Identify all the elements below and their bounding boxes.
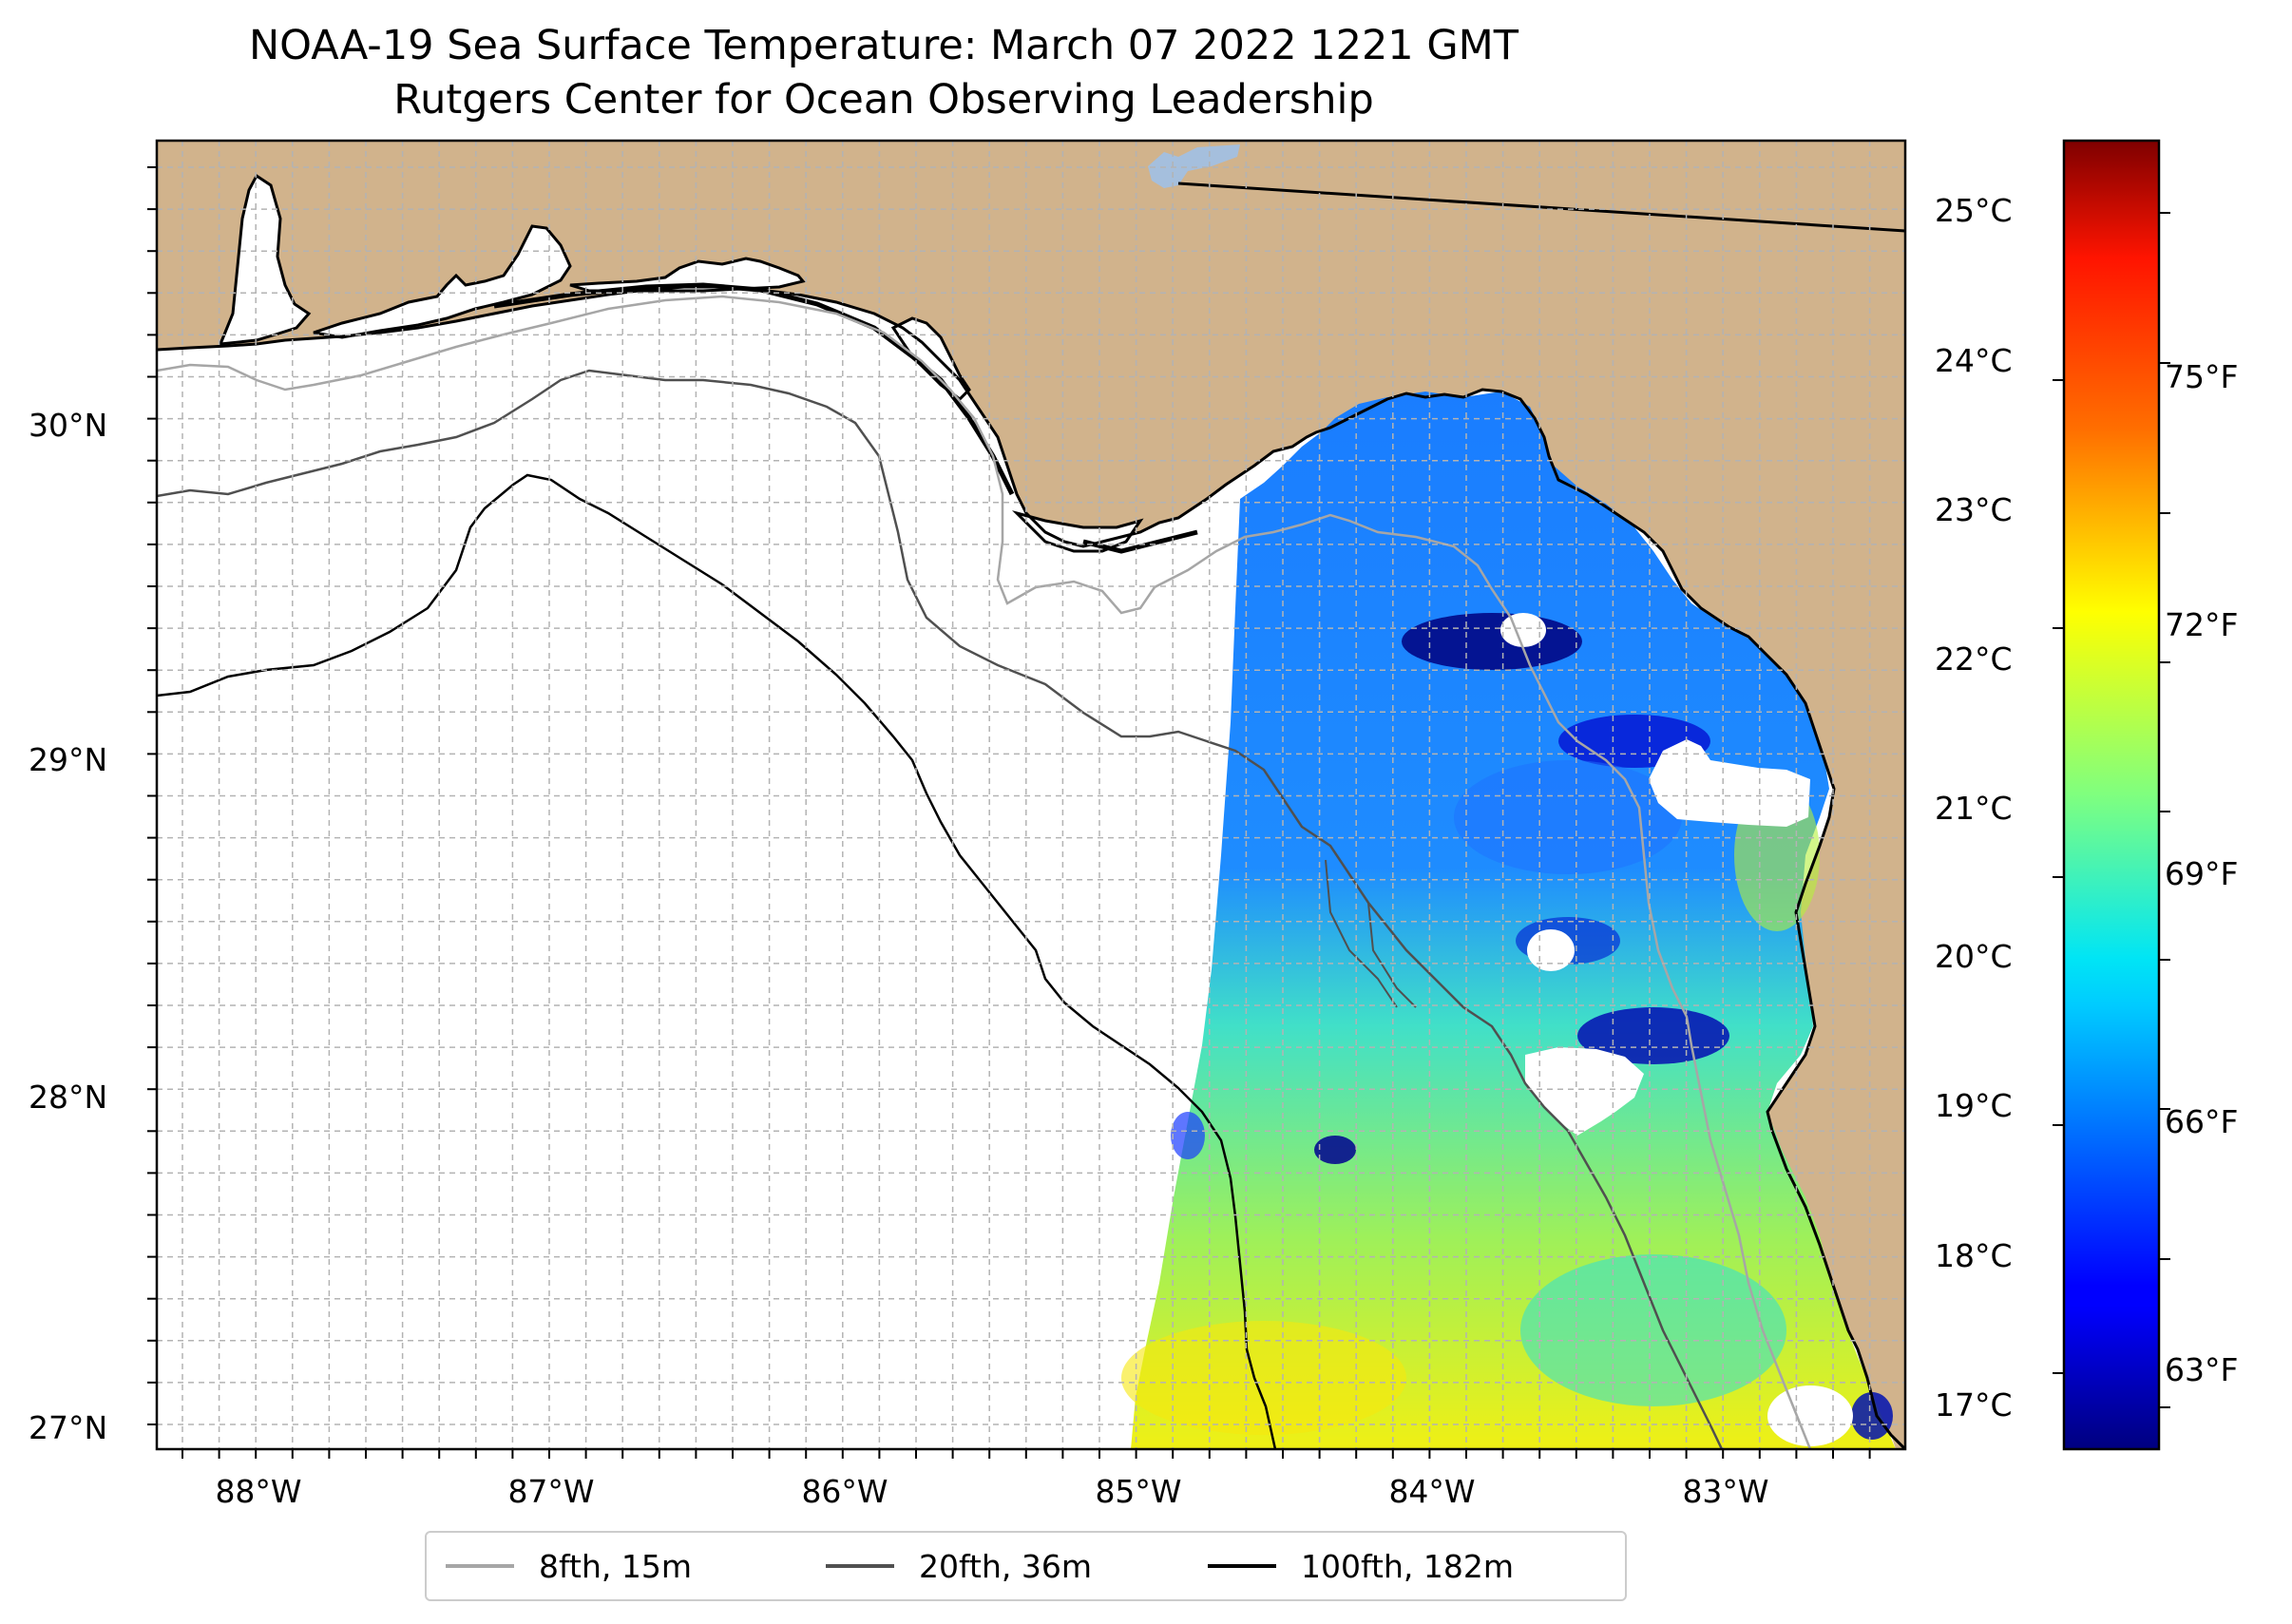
lat-label-28n: 28°N <box>29 1079 108 1116</box>
colorbar-label-22c: 22°C <box>1935 640 2013 678</box>
colorbar <box>2062 139 2161 1451</box>
colorbar-label-24c: 24°C <box>1935 342 2013 379</box>
colorbar-label-18c: 18°C <box>1935 1237 2013 1274</box>
apalachicola-bay <box>1011 510 1144 553</box>
colorbar-label-69f: 69°F <box>2165 855 2239 892</box>
colorbar-label-19c: 19°C <box>1935 1087 2013 1124</box>
land-area <box>157 141 1905 1449</box>
cold-patch <box>1171 1112 1205 1159</box>
colorbar-label-21c: 21°C <box>1935 790 2013 827</box>
legend-label-100fth: 100fth, 182m <box>1301 1547 1514 1585</box>
colorbar-ticks <box>2053 212 2170 1408</box>
pensacola-bay <box>313 224 572 339</box>
legend-item-8fth: 8fth, 15m <box>446 1533 692 1599</box>
isobath-20fth <box>157 369 1724 1449</box>
legend-line-20fth <box>826 1564 894 1568</box>
lon-label-87w: 87°W <box>507 1473 595 1510</box>
cool-area <box>1520 1254 1786 1406</box>
isobath-100fth <box>157 473 1277 1449</box>
legend-line-8fth <box>446 1564 514 1568</box>
sst-swath <box>1131 392 1896 1449</box>
cool-area <box>1454 760 1682 874</box>
barrier-islands <box>493 282 1198 554</box>
lon-label-84w: 84°W <box>1388 1473 1476 1510</box>
legend-item-100fth: 100fth, 182m <box>1208 1533 1514 1599</box>
colorbar-label-75f: 75°F <box>2165 358 2239 395</box>
warm-area <box>1121 1321 1406 1435</box>
choctawhatchee-bay <box>569 257 806 293</box>
legend-label-8fth: 8fth, 15m <box>539 1547 693 1585</box>
colorbar-label-20c: 20°C <box>1935 938 2013 975</box>
legend-line-100fth <box>1208 1564 1276 1568</box>
no-data-hole <box>1527 929 1575 971</box>
lat-label-29n: 29°N <box>29 741 108 778</box>
isobath-legend: 8fth, 15m 20fth, 36m 100fth, 182m <box>425 1531 1627 1601</box>
lon-label-83w: 83°W <box>1682 1473 1769 1510</box>
lat-label-27n: 27°N <box>29 1409 108 1446</box>
cold-patch <box>1402 613 1582 670</box>
lon-label-88w: 88°W <box>215 1473 302 1510</box>
lon-label-86w: 86°W <box>801 1473 888 1510</box>
isobath-8fth <box>157 295 1812 1449</box>
cold-patch <box>1851 1392 1893 1440</box>
no-data-hole <box>1525 1047 1644 1136</box>
no-data-hole <box>1767 1385 1853 1446</box>
isobath-20fth-detail <box>1325 859 1417 1008</box>
mobile-bay <box>218 173 312 346</box>
colorbar-label-23c: 23°C <box>1935 491 2013 528</box>
state-border <box>1177 182 1905 233</box>
no-data-hole <box>1500 613 1546 647</box>
map-title-line1: NOAA-19 Sea Surface Temperature: March 0… <box>248 22 1519 69</box>
colorbar-label-66f: 66°F <box>2165 1103 2239 1140</box>
map-title-line2: Rutgers Center for Ocean Observing Leade… <box>393 76 1374 124</box>
lat-label-30n: 30°N <box>29 407 108 444</box>
legend-label-20fth: 20fth, 36m <box>919 1547 1092 1585</box>
colorbar-label-72f: 72°F <box>2165 606 2239 643</box>
colorbar-label-63f: 63°F <box>2165 1351 2239 1388</box>
gridlines <box>157 141 1905 1449</box>
colorbar-label-25c: 25°C <box>1935 192 2013 229</box>
cold-patch <box>1314 1136 1356 1164</box>
lake <box>1148 144 1240 188</box>
no-data-hole <box>1649 739 1810 827</box>
lon-label-85w: 85°W <box>1095 1473 1182 1510</box>
axis-ticks <box>147 166 1871 1459</box>
colorbar-label-17c: 17°C <box>1935 1386 2013 1423</box>
legend-item-20fth: 20fth, 36m <box>826 1533 1092 1599</box>
